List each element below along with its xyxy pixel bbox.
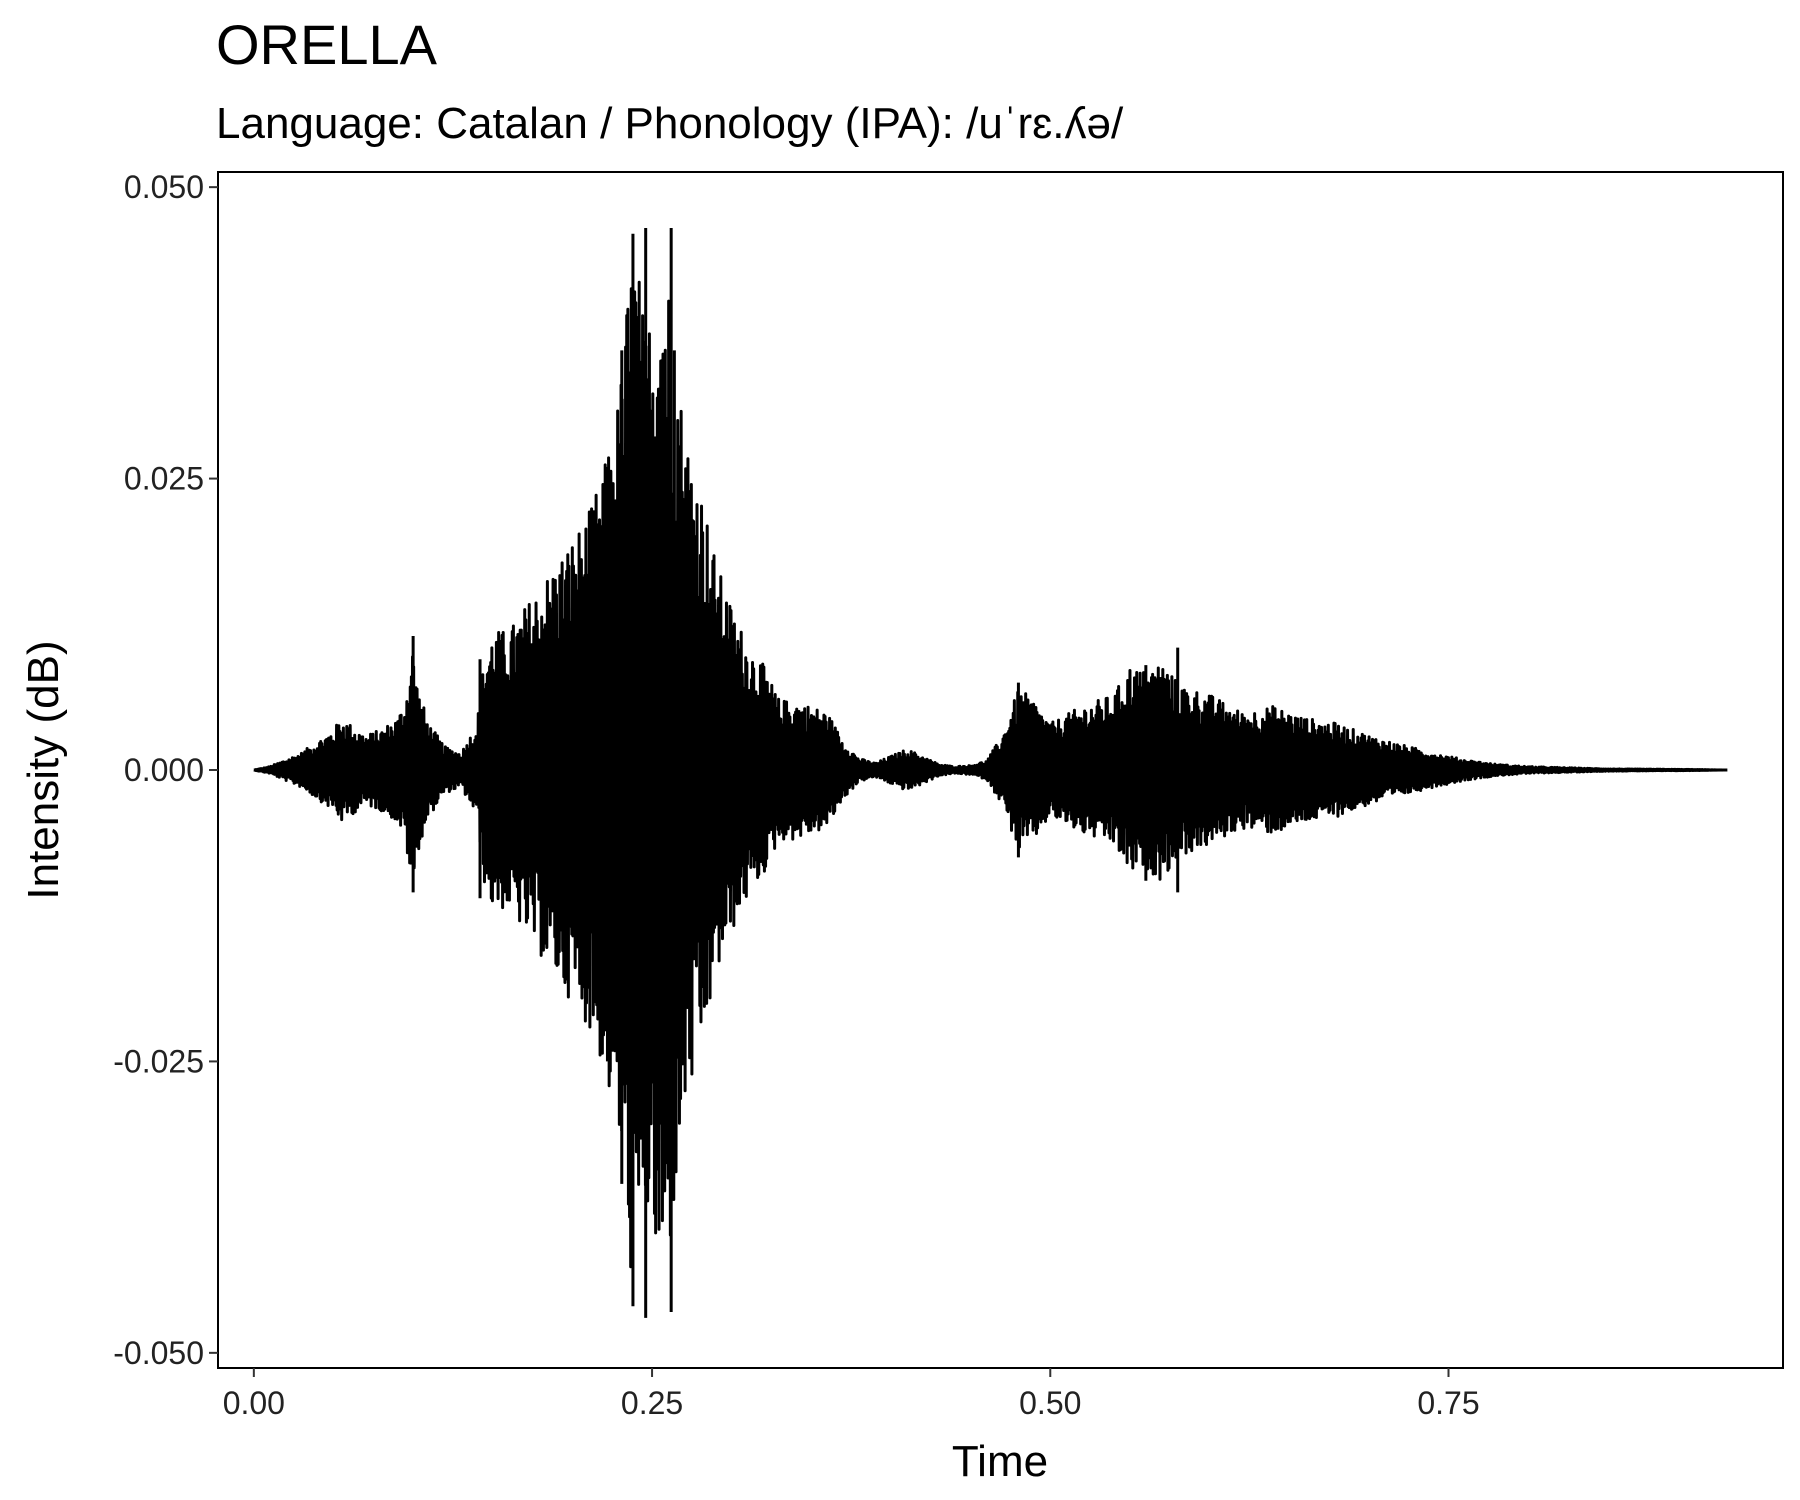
y-axis-title: Intensity (dB) — [19, 640, 68, 899]
y-tick-label: 0.000 — [124, 752, 204, 788]
axis-layer: 0.00 0.25 0.50 0.75 0.050 0.025 0.000 -0.025 -0.… — [113, 169, 1479, 1421]
y-tick-label: -0.050 — [113, 1335, 204, 1371]
x-tick-label: 0.00 — [223, 1385, 285, 1421]
x-tick-label: 0.75 — [1417, 1385, 1479, 1421]
chart-subtitle: Language: Catalan / Phonology (IPA): /uˈ… — [216, 99, 1124, 148]
y-tick-label: -0.025 — [113, 1043, 204, 1079]
y-tick-label: 0.025 — [124, 461, 204, 497]
waveform-layer — [252, 227, 1729, 1318]
x-tick-label: 0.25 — [621, 1385, 683, 1421]
x-tick-label: 0.50 — [1019, 1385, 1081, 1421]
y-tick-label: 0.050 — [124, 169, 204, 205]
x-axis-title: Time — [952, 1437, 1048, 1486]
chart-title: ORELLA — [216, 13, 438, 76]
